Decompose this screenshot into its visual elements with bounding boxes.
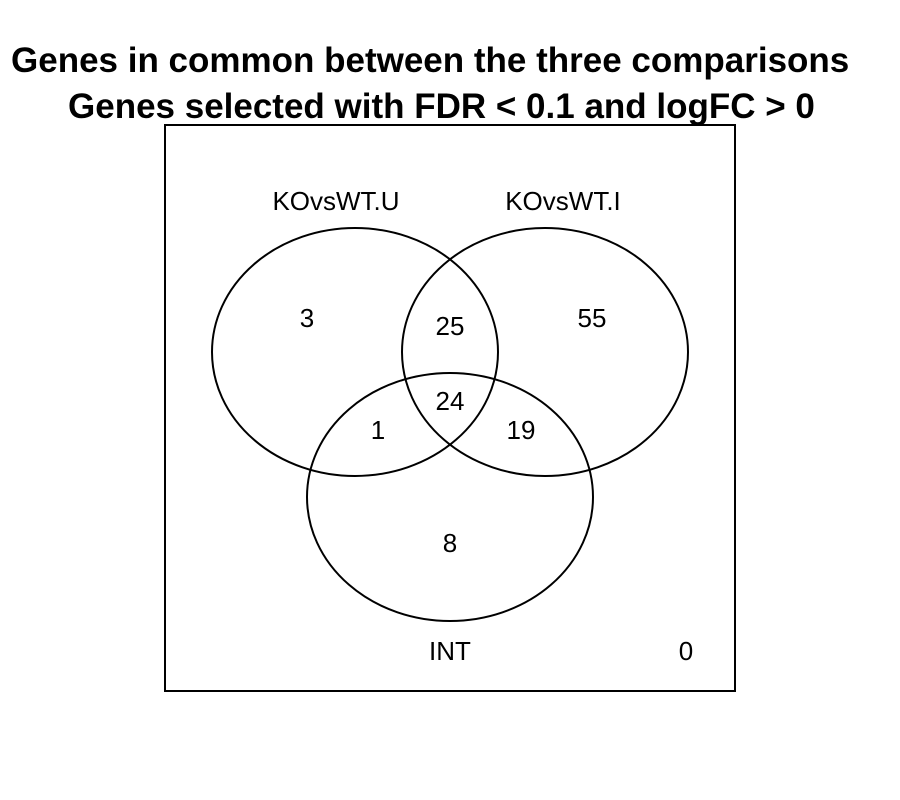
count-ab: 25 <box>436 311 465 341</box>
set-label-a: KOvsWT.U <box>272 186 399 216</box>
chart-title: Genes in common between the three compar… <box>11 41 850 80</box>
count-ac: 1 <box>371 415 385 445</box>
chart-subtitle: Genes selected with FDR < 0.1 and logFC … <box>68 87 815 126</box>
set-label-c: INT <box>429 636 471 666</box>
count-outside: 0 <box>679 636 693 666</box>
set-circle-b <box>401 227 689 477</box>
count-a-only: 3 <box>300 303 314 333</box>
count-bc: 19 <box>507 415 536 445</box>
set-circle-c <box>306 372 594 622</box>
count-b-only: 55 <box>578 303 607 333</box>
set-label-b: KOvsWT.I <box>505 186 621 216</box>
set-circle-a <box>211 227 499 477</box>
count-abc: 24 <box>436 386 465 416</box>
universe-box <box>164 124 736 692</box>
count-c-only: 8 <box>443 528 457 558</box>
